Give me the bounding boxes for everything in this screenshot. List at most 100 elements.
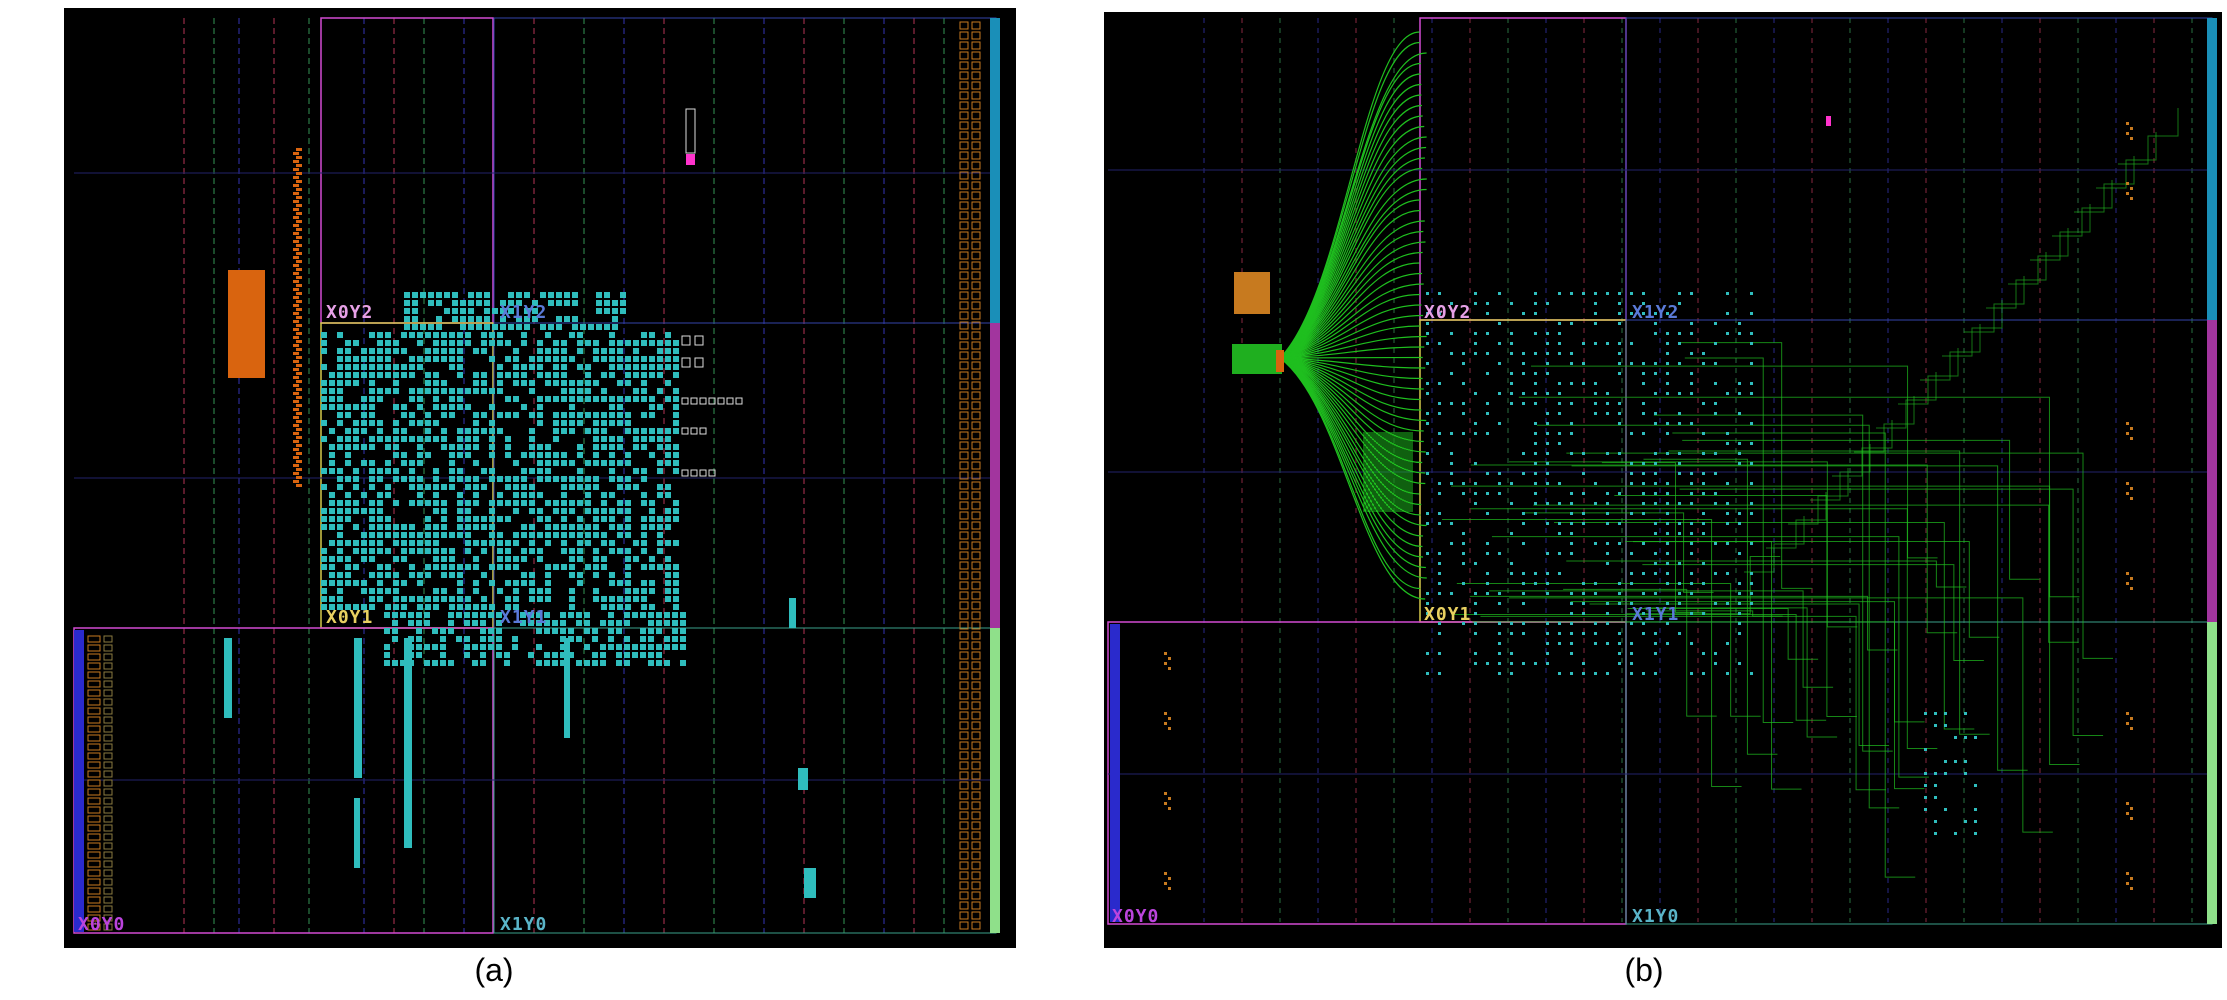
device-canvas-a[interactable]: [64, 8, 1016, 948]
cell: [1702, 612, 1705, 615]
cell: [1594, 582, 1597, 585]
cell: [1654, 422, 1657, 425]
device-view-b[interactable]: X0Y2 X1Y2 X0Y1 X1Y1 X0Y0 X1Y0: [1104, 12, 2222, 948]
cell: [537, 516, 543, 522]
cell: [556, 300, 562, 306]
cell: [497, 588, 503, 594]
net: [2074, 156, 2135, 213]
io-pad: [971, 921, 981, 930]
cell: [1750, 442, 1753, 445]
cell: [473, 460, 479, 466]
cell: [1606, 502, 1609, 505]
cell: [1462, 552, 1465, 555]
io-pad: [971, 351, 981, 360]
cell: [1714, 602, 1717, 605]
net: [1279, 262, 1420, 359]
cell: [1666, 502, 1669, 505]
io-pad: [971, 851, 981, 860]
cell-outline: [681, 427, 689, 435]
cell: [601, 604, 607, 610]
cell: [449, 332, 455, 338]
cell: [384, 652, 390, 658]
cell: [604, 324, 610, 330]
io-pad: [103, 914, 113, 922]
cell: [601, 460, 607, 466]
cell: [552, 660, 558, 666]
io-pad: [296, 460, 302, 463]
bank-strip-green: [990, 628, 1000, 933]
cell: [569, 404, 575, 410]
cell: [433, 556, 439, 562]
cell: [1618, 322, 1621, 325]
cell: [537, 348, 543, 354]
cell: [1750, 542, 1753, 545]
cell: [513, 580, 519, 586]
cell: [433, 588, 439, 594]
cell: [417, 340, 423, 346]
io-pad: [103, 635, 113, 643]
io-pad: [959, 631, 969, 640]
cell: [337, 516, 343, 522]
cell: [424, 660, 430, 666]
cell: [1486, 662, 1489, 665]
io-pad: [87, 833, 101, 841]
cell: [1702, 522, 1705, 525]
cell: [337, 388, 343, 394]
device-view-a[interactable]: X0Y2 X1Y2 X0Y1 X1Y1 X0Y0 X1Y0: [64, 8, 1016, 948]
cell: [1642, 502, 1645, 505]
io-pad: [971, 151, 981, 160]
cell: [569, 356, 575, 362]
cell: [1678, 362, 1681, 365]
cell: [321, 588, 327, 594]
cell: [609, 476, 615, 482]
cell: [441, 388, 447, 394]
io-pad: [959, 151, 969, 160]
cell: [673, 460, 679, 466]
io-pad: [959, 761, 969, 770]
cell: [361, 356, 367, 362]
cell: [1934, 772, 1937, 775]
net: [1589, 603, 1890, 747]
cell: [1726, 432, 1729, 435]
cell: [1606, 672, 1609, 675]
cell: [609, 492, 615, 498]
cell: [1654, 502, 1657, 505]
cell: [1654, 652, 1657, 655]
cell: [528, 652, 534, 658]
cell: [1934, 784, 1937, 787]
cell: [1666, 352, 1669, 355]
cell: [369, 420, 375, 426]
cell: [417, 436, 423, 442]
cell: [440, 652, 446, 658]
cell: [417, 460, 423, 466]
cell: [624, 612, 630, 618]
cell: [1546, 332, 1549, 335]
cell: [476, 324, 482, 330]
cell: [321, 484, 327, 490]
device-canvas-b[interactable]: [1104, 12, 2222, 948]
cell: [612, 316, 618, 322]
cell: [465, 340, 471, 346]
cell: [385, 388, 391, 394]
cell: [489, 508, 495, 514]
cell: [633, 348, 639, 354]
cell: [1450, 522, 1453, 525]
cell: [609, 580, 615, 586]
cell: [496, 628, 502, 634]
net: [2030, 204, 2091, 261]
region-x0y0: [1107, 621, 1627, 925]
cell: [321, 380, 327, 386]
cell: [1974, 736, 1977, 739]
cell: [465, 436, 471, 442]
cell: [673, 580, 679, 586]
io-pad: [971, 621, 981, 630]
net: [1518, 396, 2080, 598]
cell: [409, 396, 415, 402]
cell: [1474, 592, 1477, 595]
cell: [1570, 432, 1573, 435]
cell: [337, 404, 343, 410]
cell: [516, 300, 522, 306]
cell: [444, 292, 450, 298]
cell: [1534, 422, 1537, 425]
cell: [600, 652, 606, 658]
